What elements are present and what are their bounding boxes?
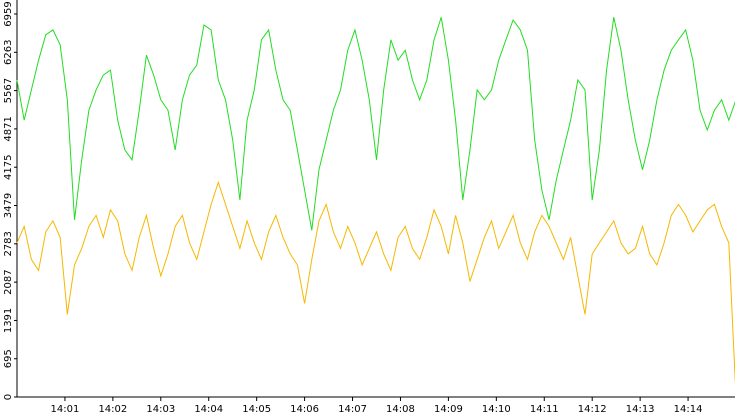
x-tick-label: 14:01 (51, 404, 80, 415)
x-tick-label: 14:10 (482, 404, 511, 415)
y-tick-label: 3479 (3, 193, 14, 218)
x-tick-label: 14:06 (290, 404, 319, 415)
x-tick-label: 14:04 (194, 404, 223, 415)
x-tick-label: 14:14 (674, 404, 703, 415)
x-tick-label: 14:05 (242, 404, 271, 415)
x-tick-label: 14:13 (626, 404, 655, 415)
x-tick-label: 14:08 (386, 404, 415, 415)
y-tick-label: 6263 (3, 40, 14, 65)
series-line (16, 180, 735, 387)
y-tick-label: 2087 (3, 269, 14, 294)
x-tick-label: 14:12 (578, 404, 607, 415)
x-tick-label: 14:03 (146, 404, 175, 415)
y-tick-label: 4175 (3, 154, 14, 179)
y-tick-label: 5567 (3, 78, 14, 103)
y-tick-label: 2783 (3, 231, 14, 256)
x-tick-label: 14:09 (434, 404, 463, 415)
x-tick-label: 14:02 (98, 404, 127, 415)
y-tick-label: 1391 (3, 308, 14, 333)
y-tick-label: 6959 (3, 1, 14, 26)
series-line (16, 17, 735, 231)
y-tick-label: 0 (3, 394, 14, 400)
y-tick-label: 695 (3, 349, 14, 368)
y-tick-label: 4871 (3, 116, 14, 141)
x-tick-label: 14:07 (338, 404, 367, 415)
x-tick-label: 14:11 (530, 404, 559, 415)
